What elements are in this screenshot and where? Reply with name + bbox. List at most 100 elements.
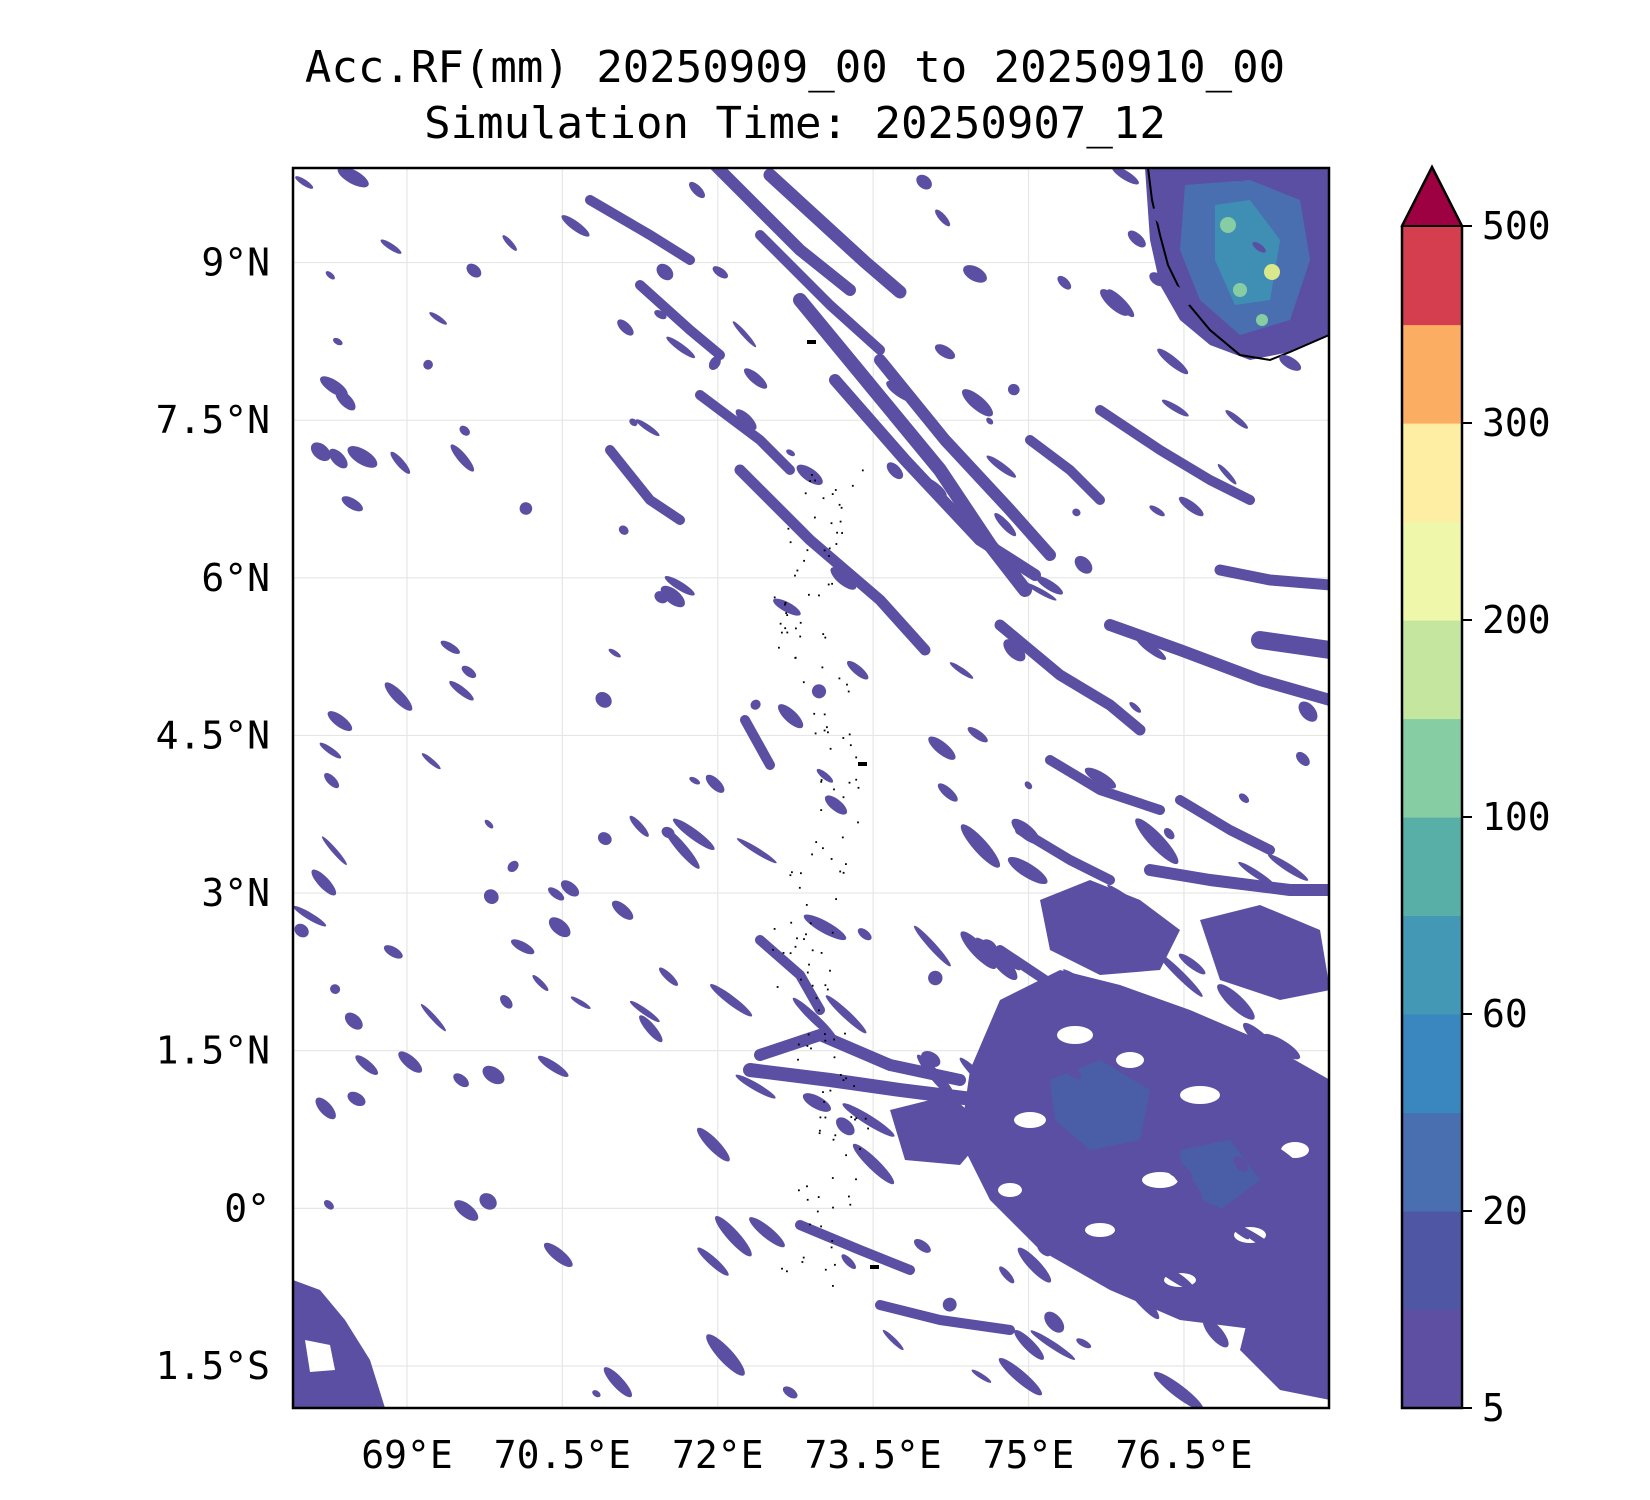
island-dot	[820, 779, 823, 781]
rain-cell	[1030, 1330, 1076, 1360]
rain-cell	[507, 860, 519, 873]
rain-cell	[483, 889, 499, 904]
island-dot	[798, 886, 801, 889]
island-dot	[772, 948, 774, 951]
rain-band	[754, 1029, 966, 1086]
island-dot	[829, 1089, 832, 1092]
island-dot	[835, 898, 837, 900]
rain-cell	[1224, 1108, 1261, 1147]
island-dot	[773, 596, 776, 599]
island-dot	[818, 1009, 820, 1012]
rain-cell	[1279, 354, 1302, 371]
rain-cluster-southeast	[890, 880, 1329, 1400]
rain-cell	[1178, 496, 1204, 517]
rain-cell	[1268, 854, 1309, 881]
island-dot	[814, 479, 816, 482]
rain-cell	[429, 312, 447, 325]
rain-gap	[1057, 1026, 1093, 1044]
rain-cell	[1173, 1163, 1193, 1180]
rain-cell	[608, 648, 621, 658]
lat-tick-label: 1.5°N	[156, 1029, 270, 1073]
rain-cell	[337, 168, 369, 188]
island-dot	[794, 574, 796, 577]
island-dot	[784, 602, 787, 604]
island-dot	[832, 1285, 834, 1287]
rain-cell	[998, 1357, 1043, 1396]
rain-cells-scattered	[293, 168, 1318, 1408]
colorbar-segment	[1402, 1211, 1462, 1311]
island-dot	[823, 1101, 825, 1103]
island-dot	[791, 871, 793, 874]
rain-cell	[1111, 168, 1139, 185]
rain-cell	[547, 887, 565, 901]
rain-cell	[961, 389, 994, 417]
lat-tick-label: 9°N	[201, 241, 270, 285]
rain-gap	[1014, 1112, 1046, 1128]
rain-cell	[999, 1266, 1015, 1284]
rain-cell	[942, 1297, 957, 1312]
rain-band	[829, 374, 1041, 581]
island-dot	[824, 1033, 826, 1035]
rain-cell	[916, 1054, 956, 1100]
lon-tick-label: 73.5°E	[805, 1433, 942, 1477]
rain-cell	[846, 660, 869, 680]
rain-cell	[380, 239, 402, 254]
island-dot	[834, 1134, 837, 1137]
island-dot	[845, 1077, 847, 1080]
rain-cell	[1017, 1247, 1052, 1283]
island-dot	[802, 1256, 805, 1259]
rain-cell	[1238, 793, 1250, 803]
rain-band	[709, 168, 856, 296]
rain-cell	[921, 1050, 941, 1068]
island-dot	[849, 1203, 852, 1206]
island-dot	[842, 737, 845, 739]
island-dot	[855, 1117, 858, 1120]
lat-tick-label: 7.5°N	[156, 398, 270, 442]
rain-cell	[967, 727, 988, 743]
rain-cell	[479, 1193, 497, 1210]
rain-cell	[347, 1091, 366, 1107]
rain-band	[1144, 864, 1329, 896]
island-dot	[822, 847, 824, 850]
island-dot	[848, 1195, 850, 1198]
island-dot	[822, 1091, 824, 1093]
rain-band	[795, 1220, 915, 1275]
rain-cell	[1052, 1051, 1082, 1080]
rain-cell	[949, 662, 974, 679]
rain-cell	[570, 996, 591, 1010]
rain-cell	[664, 576, 695, 596]
rain-cell	[1107, 884, 1150, 915]
rain-cell	[841, 1254, 856, 1270]
island-dot	[789, 874, 792, 877]
rain-cell	[1217, 984, 1255, 1020]
rain-cell	[390, 451, 411, 474]
island-dot	[797, 1043, 800, 1046]
colorbar-segment	[1402, 915, 1462, 1015]
rain-cell	[454, 1200, 479, 1221]
island-dot	[805, 904, 808, 906]
island-dot	[855, 778, 858, 781]
island-dot	[806, 1198, 809, 1201]
island-dot	[824, 1268, 827, 1271]
rain-gap	[1142, 1172, 1178, 1188]
rain-cell	[1217, 463, 1237, 485]
rain-gap	[1281, 1142, 1309, 1158]
island-dot	[819, 1116, 822, 1119]
rain-cell	[592, 1390, 601, 1398]
rain-cell	[537, 1055, 569, 1078]
colorbar-segment	[1402, 817, 1462, 917]
rain-cell	[1233, 171, 1246, 182]
rain-cell	[629, 815, 649, 837]
rain-cell	[928, 970, 943, 986]
lat-tick-label: 3°N	[201, 871, 270, 915]
rain-cell	[629, 418, 638, 427]
rain-cell	[1011, 818, 1040, 845]
rain-cell	[440, 640, 460, 654]
rain-cell	[344, 1012, 363, 1030]
rain-cell	[1057, 275, 1072, 290]
rain-gap	[998, 1183, 1022, 1197]
island-dot	[800, 978, 802, 981]
rain-cell	[1016, 1138, 1028, 1149]
rain-cell	[1242, 1022, 1282, 1060]
island-dot	[836, 531, 838, 534]
